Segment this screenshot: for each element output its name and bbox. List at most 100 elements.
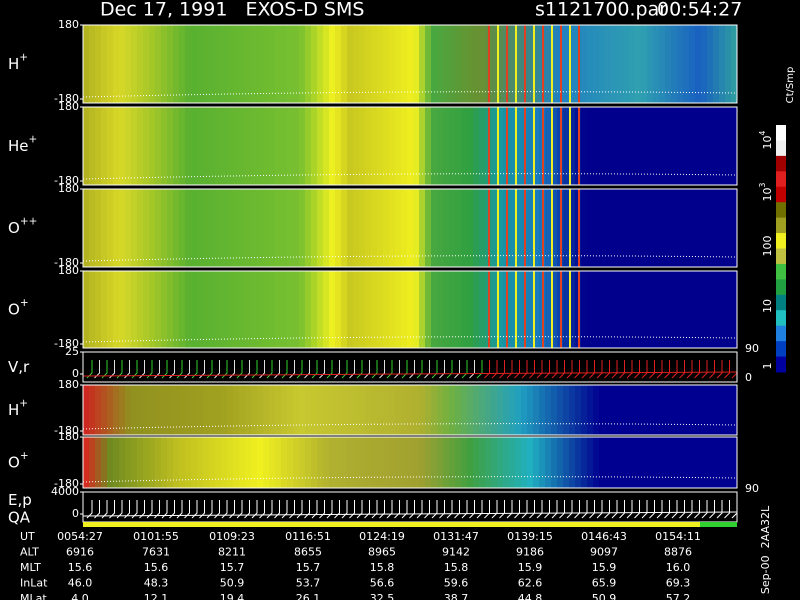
spectrogram-band [581,107,588,185]
spectrogram-band [677,107,684,185]
spectrogram-band [647,385,654,435]
spectrogram-band [179,385,186,435]
spectrogram-band [149,271,156,348]
colorbar-unit: Ct/Smp [785,67,796,104]
spectrogram-band [419,385,426,435]
spectrogram-band [461,189,468,267]
y-tick-label: 180 [58,264,79,277]
spectrogram-band [383,271,390,348]
trace-glyph [124,500,130,519]
spectrogram-band [227,107,234,185]
spectrogram-band [473,107,480,185]
table-cell: 44.8 [518,592,543,600]
spectrogram-band [239,189,246,267]
spectrogram-band [113,437,120,488]
spectrogram-band [491,25,498,103]
spectrogram-band [335,385,342,435]
spectrogram-stripe [524,107,526,185]
spectrogram-band [557,385,564,435]
spectrogram-band [161,271,168,348]
spectrogram-band [407,107,414,185]
spectrogram-band [437,25,444,103]
panel-label: O+ [8,297,29,318]
spectrogram-band [395,189,402,267]
spectrogram-band [707,189,714,267]
spectrogram-band [635,271,642,348]
trace-line [82,371,738,377]
spectrogram-band [593,385,600,435]
spectrogram-band [251,107,258,185]
spectrogram-band [353,189,360,267]
trace-glyph [304,360,310,379]
spectrogram-band [365,437,372,488]
spectrogram-band [113,107,120,185]
spectrogram-band [503,437,510,488]
spectrogram-stripe [542,189,544,267]
table-cell: 19.4 [220,592,245,600]
spectrogram-band [125,189,132,267]
panel-label-sup: + [20,450,29,462]
spectrogram-band [659,385,666,435]
panel-label-sup: + [29,133,38,145]
spectrogram-stripe [497,25,499,103]
spectrogram-band [377,107,384,185]
spectrogram-band [95,271,102,348]
trace-glyph [664,500,670,519]
spectrogram-band [299,385,306,435]
spectrogram-band [299,437,306,488]
spectrogram-band [725,385,732,435]
panel-label: O+ [8,450,29,471]
spectrogram-band [353,107,360,185]
trace-glyph [266,500,273,519]
trace-glyph [244,360,250,379]
spectrogram-band [233,385,240,435]
spectrogram-band [335,189,342,267]
table-cell: 26.1 [296,592,321,600]
spectrogram-band [221,107,228,185]
trace-glyph [154,360,160,379]
table-cell: 15.8 [370,561,395,574]
table-cell: 15.7 [296,561,321,574]
trace-glyph [116,500,123,519]
spectrogram-band [359,107,366,185]
spectrogram-band [281,25,288,103]
spectrogram-band [665,385,672,435]
colorbar-label: 104 [758,130,774,149]
spectrogram-band [131,189,138,267]
spectrogram-band [479,107,486,185]
spectrogram-band [491,437,498,488]
spectrogram-band [659,25,666,103]
trace-glyph [679,500,685,519]
spectrogram-band [179,271,186,348]
trace-glyph [281,360,288,379]
spectrogram-band [569,271,576,348]
trace-glyph [334,360,340,379]
spectrogram-band [581,189,588,267]
spectrogram-band [707,271,714,348]
spectrogram-band [101,189,108,267]
trace-glyph [221,500,228,519]
colorbar-cell [776,294,786,311]
spectrogram-band [221,385,228,435]
trace-glyph [161,500,168,519]
table-cell: 9097 [590,546,618,559]
spectrogram-band [647,25,654,103]
spectrogram-band [443,107,450,185]
table-cell: 56.6 [370,577,395,590]
spectrogram-stripe [551,25,553,103]
right-tick-label: 0 [745,371,752,384]
spectrogram-band [593,107,600,185]
trace-glyph [206,500,213,519]
spectrogram-band [179,25,186,103]
spectrogram-stripe [497,271,499,348]
spectrogram-band [635,385,642,435]
spectrogram-band [401,385,408,435]
spectrogram-band [353,25,360,103]
spectrogram-band [233,271,240,348]
spectrogram-stripe [578,25,580,103]
spectrogram-band [455,189,462,267]
spectrogram-band [155,385,162,435]
spectrogram-band [395,437,402,488]
trace-glyph [476,500,483,519]
spectrogram-band [629,107,636,185]
